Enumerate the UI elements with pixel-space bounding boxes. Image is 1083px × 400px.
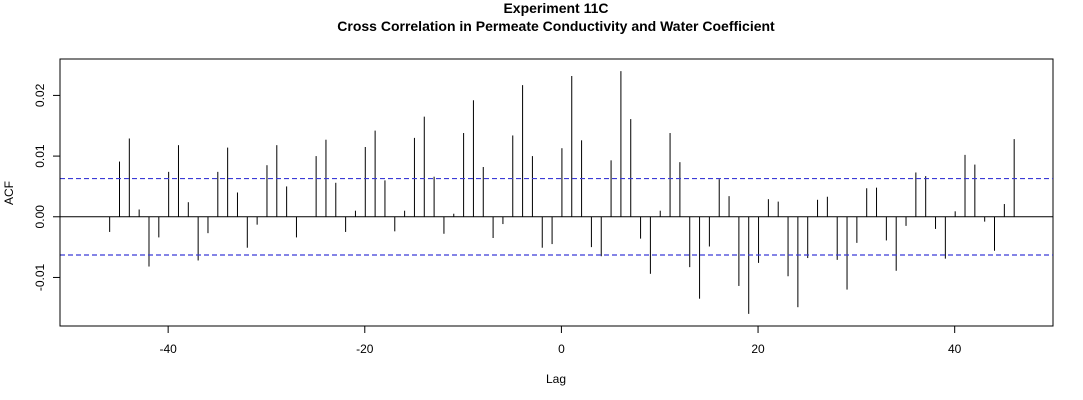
x-tick-label: 20	[751, 342, 765, 356]
chart-subtitle: Cross Correlation in Permeate Conductivi…	[337, 18, 775, 34]
plot-frame	[59, 58, 1054, 327]
chart-title: Experiment 11C	[503, 0, 608, 16]
x-tick-label: 0	[558, 342, 565, 356]
y-tick-label: -0.01	[33, 263, 47, 291]
y-tick-label: 0.00	[33, 205, 47, 229]
x-axis: -40 -20 0 20 40	[159, 325, 962, 356]
y-axis: -0.01 0.00 0.01 0.02	[33, 83, 61, 291]
x-tick-label: 40	[948, 342, 962, 356]
x-axis-label: Lag	[546, 372, 566, 386]
x-tick-label: -20	[356, 342, 374, 356]
y-axis-label: ACF	[2, 181, 16, 205]
bars-group	[109, 71, 1015, 314]
x-tick-label: -40	[159, 342, 177, 356]
y-tick-label: 0.02	[33, 83, 47, 107]
confidence-lines	[60, 177, 1053, 256]
y-tick-label: 0.01	[33, 144, 47, 168]
